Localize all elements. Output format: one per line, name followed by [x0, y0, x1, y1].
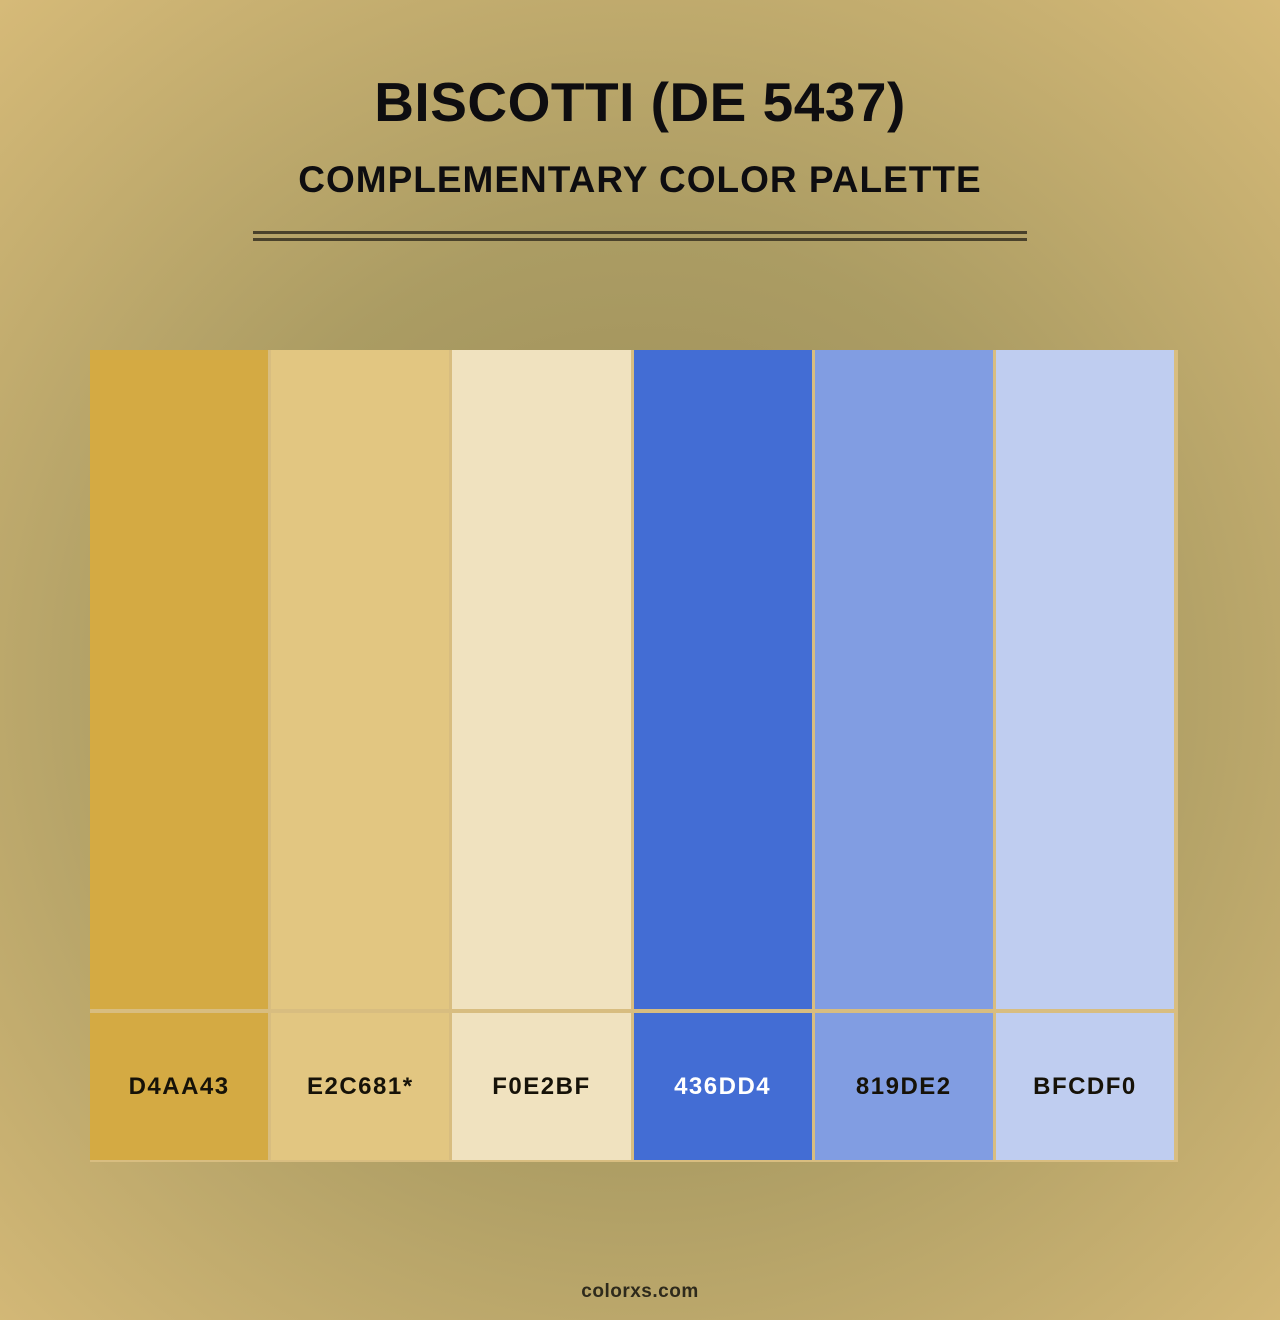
swatch-color-block [814, 350, 993, 1009]
swatch-column: E2C681* [271, 350, 450, 1160]
page-title: BISCOTTI (DE 5437) [374, 71, 906, 133]
swatch-column: F0E2BF [452, 350, 631, 1160]
swatch-color-block [271, 350, 450, 1009]
swatch-hex-label: 819DE2 [855, 1072, 952, 1100]
swatch-hex-label-box: 436DD4 [633, 1013, 812, 1160]
swatch-color-block [90, 350, 269, 1009]
page-subtitle: COMPLEMENTARY COLOR PALETTE [298, 159, 982, 200]
swatch-color-block [995, 350, 1175, 1009]
swatch-column: BFCDF0 [995, 350, 1175, 1160]
swatch-hex-label: F0E2BF [492, 1072, 591, 1100]
swatch-hex-label: D4AA43 [128, 1072, 230, 1100]
swatch-hex-label-box: 819DE2 [814, 1013, 993, 1160]
footer-brand: colorxs.com [581, 1281, 699, 1302]
swatch-column: 819DE2 [814, 350, 993, 1160]
swatch-color-block [633, 350, 812, 1009]
header-divider [253, 231, 1027, 241]
swatch-column: D4AA43 [90, 350, 269, 1160]
swatch-hex-label-box: F0E2BF [452, 1013, 631, 1160]
swatch-color-block [452, 350, 631, 1009]
swatch-hex-label-box: D4AA43 [90, 1013, 269, 1160]
swatch-column: 436DD4 [633, 350, 812, 1160]
swatch-hex-label-box: BFCDF0 [995, 1013, 1175, 1160]
swatch-hex-label: 436DD4 [674, 1072, 772, 1100]
swatch-hex-label: E2C681* [306, 1072, 414, 1100]
color-palette-grid: D4AA43 E2C681* F0E2BF 436DD4 819DE2 BFCDF0 [90, 350, 1178, 1162]
swatch-hex-label: BFCDF0 [1033, 1072, 1137, 1100]
swatch-hex-label-box: E2C681* [271, 1013, 450, 1160]
